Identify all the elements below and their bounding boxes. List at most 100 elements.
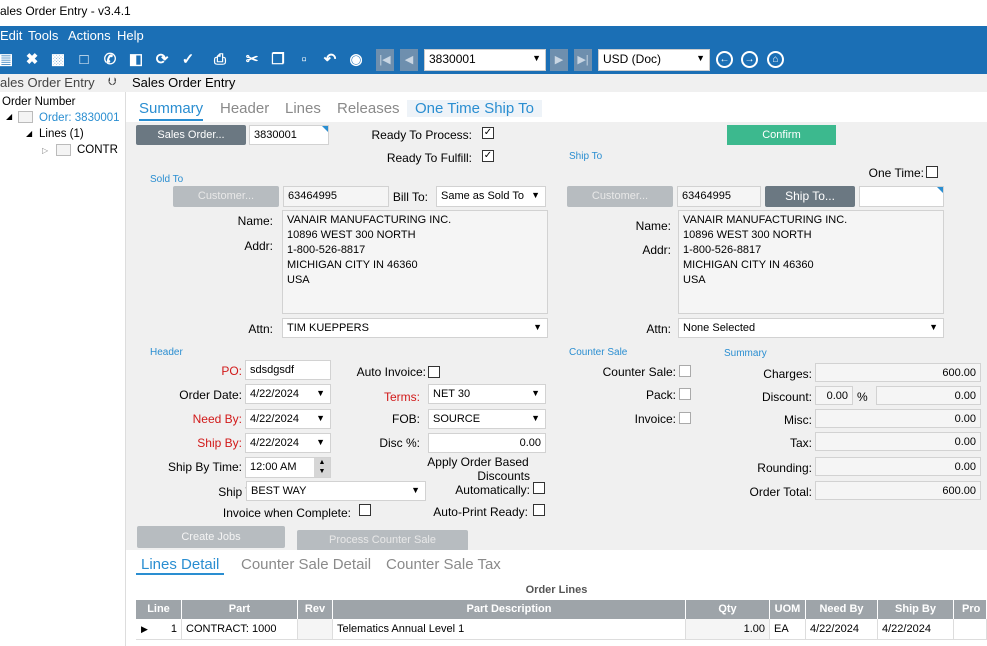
cell-desc[interactable]: Telematics Annual Level 1 (333, 619, 686, 640)
invoice-checkbox[interactable] (679, 412, 691, 424)
one-time-checkbox[interactable] (926, 166, 938, 178)
chevron-down-icon: ▼ (532, 53, 541, 63)
ready-to-fulfill-checkbox[interactable]: ✓ (482, 150, 494, 162)
ship-to-button[interactable]: Ship To... (765, 186, 855, 207)
sold-to-customer-field[interactable]: 63464995 (283, 186, 389, 207)
spinner-icon[interactable]: ▲ ▼ (314, 458, 330, 477)
forward-icon[interactable]: → (741, 51, 758, 68)
confirm-button[interactable]: Confirm (727, 125, 836, 145)
first-record-icon[interactable]: |◀ (376, 49, 394, 71)
cell-need-by[interactable]: 4/22/2024 (806, 619, 878, 640)
note-icon[interactable]: □ (79, 51, 89, 68)
invoice-complete-label: Invoice when Complete: (222, 506, 351, 520)
col-header-need-by[interactable]: Need By (806, 600, 878, 619)
auto-invoice-checkbox[interactable] (428, 366, 440, 378)
tab-one-time-ship-to[interactable]: One Time Ship To (407, 100, 542, 117)
ship-time-field[interactable]: 12:00 AM ▲ ▼ (245, 457, 331, 478)
po-field[interactable]: sdsdgsdf (245, 360, 331, 380)
prev-record-icon[interactable]: ◀ (400, 49, 418, 71)
cell-part[interactable]: CONTRACT: 1000 (182, 619, 298, 640)
need-by-field[interactable]: 4/22/2024 ▼ (245, 409, 331, 429)
table-row[interactable]: ▶ 1 (136, 619, 182, 640)
tree-root[interactable]: Order Number (2, 96, 76, 108)
process-counter-sale-button[interactable]: Process Counter Sale (297, 530, 468, 551)
cell-uom[interactable]: EA (770, 619, 806, 640)
create-jobs-button[interactable]: Create Jobs (137, 526, 285, 548)
tree-expand-icon[interactable]: ◢ (6, 112, 13, 121)
save-icon[interactable]: ▤ (0, 51, 14, 68)
ship-to-id-field[interactable] (859, 186, 944, 207)
col-header-ship-by[interactable]: Ship By (878, 600, 954, 619)
col-header-part[interactable]: Part (182, 600, 298, 619)
cell-ship-by[interactable]: 4/22/2024 (878, 619, 954, 640)
apply-discounts-checkbox[interactable] (533, 482, 545, 494)
ship-to-address-box[interactable]: VANAIR MANUFACTURING INC. 10896 WEST 300… (678, 210, 944, 314)
tab-summary[interactable]: Summary (139, 100, 204, 121)
col-header-qty[interactable]: Qty (686, 600, 770, 619)
back-icon[interactable]: ← (716, 51, 733, 68)
bill-to-select[interactable]: Same as Sold To ▼ (436, 186, 546, 207)
col-header-desc[interactable]: Part Description (333, 600, 686, 619)
tree-contract-node[interactable]: CONTR (77, 144, 118, 156)
undo-icon[interactable]: ↶ (323, 51, 337, 68)
ship-to-attn-select[interactable]: None Selected ▼ (678, 318, 944, 338)
terms-select[interactable]: NET 30 ▼ (428, 384, 546, 404)
pack-checkbox[interactable] (679, 388, 691, 400)
tax-value: 0.00 (954, 436, 976, 448)
ship-to-customer-field[interactable]: 63464995 (677, 186, 761, 207)
sales-order-field[interactable]: 3830001 (249, 125, 329, 145)
cell-pro[interactable] (954, 619, 987, 640)
tag-icon[interactable]: ◧ (128, 51, 144, 68)
counter-sale-checkbox[interactable] (679, 365, 691, 377)
col-header-rev[interactable]: Rev (298, 600, 333, 619)
col-header-line[interactable]: Line (136, 600, 182, 619)
tab-lines-detail[interactable]: Lines Detail (136, 556, 225, 575)
sales-order-button[interactable]: Sales Order... (136, 125, 246, 145)
clean-icon[interactable]: ✓ (181, 51, 195, 68)
col-header-pro[interactable]: Pro (954, 600, 987, 619)
tree-expand-icon[interactable]: ◢ (26, 129, 33, 138)
cut-icon[interactable]: ✂ (245, 51, 259, 68)
tab-header[interactable]: Header (220, 100, 270, 117)
tab-lines[interactable]: Lines (285, 100, 321, 117)
order-combo[interactable]: 3830001 ▼ (424, 49, 546, 71)
find-icon[interactable]: ◉ (349, 51, 363, 68)
currency-combo[interactable]: USD (Doc) ▼ (598, 49, 710, 71)
ship-to-customer-button[interactable]: Customer... (567, 186, 673, 207)
phone-icon[interactable]: ✆ (103, 51, 117, 68)
sold-to-address-box[interactable]: VANAIR MANUFACTURING INC. 10896 WEST 300… (282, 210, 548, 314)
invoice-complete-checkbox[interactable] (359, 504, 371, 516)
tree-lines-node[interactable]: Lines (1) (39, 128, 84, 140)
sold-to-customer-button[interactable]: Customer... (173, 186, 279, 207)
copy-icon[interactable]: ❐ (271, 51, 285, 68)
tree-order-node[interactable]: Order: 3830001 (39, 112, 120, 124)
tab-counter-sale-detail[interactable]: Counter Sale Detail (241, 556, 372, 573)
tab-releases[interactable]: Releases (337, 100, 400, 117)
menu-edit[interactable]: Edit (0, 28, 23, 43)
ready-to-process-checkbox[interactable]: ✓ (482, 127, 494, 139)
refresh-icon[interactable]: ⟳ (155, 51, 169, 68)
col-header-uom[interactable]: UOM (770, 600, 806, 619)
next-record-icon[interactable]: ▶ (550, 49, 568, 71)
auto-print-checkbox[interactable] (533, 504, 545, 516)
last-record-icon[interactable]: ▶| (574, 49, 592, 71)
menu-actions[interactable]: Actions (68, 28, 111, 43)
paste-icon[interactable]: ▫ (301, 51, 307, 68)
menu-tools[interactable]: Tools (28, 28, 59, 43)
pin-icon[interactable]: ⮋ (108, 76, 117, 88)
tab-counter-sale-tax[interactable]: Counter Sale Tax (386, 556, 501, 573)
fob-select[interactable]: SOURCE ▼ (428, 409, 546, 429)
menu-help[interactable]: Help (117, 28, 144, 43)
order-date-field[interactable]: 4/22/2024 ▼ (245, 384, 331, 404)
truck-icon[interactable]: ▩ (50, 51, 66, 68)
tree-collapse-icon[interactable]: ▷ (42, 146, 49, 155)
cell-rev[interactable] (298, 619, 333, 640)
home-icon[interactable]: ⌂ (767, 51, 784, 68)
cell-qty[interactable]: 1.00 (686, 619, 770, 640)
delete-icon[interactable]: ✖ (25, 51, 39, 68)
ship-by-field[interactable]: 4/22/2024 ▼ (245, 433, 331, 453)
print-icon[interactable]: ⎙ (213, 51, 226, 68)
sold-to-attn-select[interactable]: TIM KUEPPERS ▼ (282, 318, 548, 338)
disc-field[interactable]: 0.00 (428, 433, 546, 453)
ship-via-select[interactable]: BEST WAY ▼ (246, 481, 426, 501)
